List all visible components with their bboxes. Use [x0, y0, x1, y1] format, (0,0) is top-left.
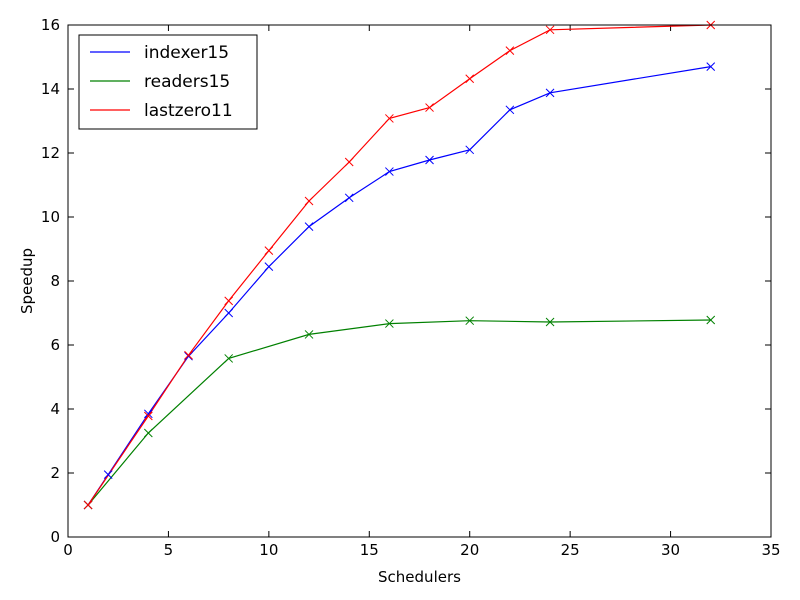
legend: indexer15 readers15 lastzero11 [78, 34, 258, 130]
data-point-lastzero11 [83, 500, 93, 510]
x-tick-label: 20 [460, 541, 479, 559]
series-line-readers15 [87, 319, 711, 506]
data-point-lastzero11 [304, 196, 314, 206]
data-point-indexer15 [425, 155, 434, 165]
data-point-readers15 [465, 316, 475, 326]
data-point-indexer15 [465, 145, 475, 155]
data-point-lastzero11 [264, 246, 274, 255]
series-markers [83, 20, 716, 510]
x-tick-label: 30 [661, 541, 680, 559]
data-point-readers15 [545, 317, 555, 327]
x-axis-label: Schedulers [378, 568, 461, 586]
y-axis-label: Speedup [18, 248, 36, 314]
plot-frame [67, 24, 772, 538]
y-tick-label: 14 [41, 80, 60, 98]
x-tick-label: 15 [360, 541, 379, 559]
y-tick-label: 12 [41, 144, 60, 162]
y-tick-label: 8 [50, 272, 60, 290]
data-point-lastzero11 [224, 296, 234, 306]
data-point-readers15 [224, 354, 234, 363]
y-tick-label: 4 [50, 400, 60, 418]
x-tick-label: 5 [164, 541, 174, 559]
legend-frame [78, 34, 258, 130]
data-point-indexer15 [706, 62, 716, 71]
data-point-indexer15 [143, 409, 153, 419]
data-point-lastzero11 [344, 157, 354, 167]
data-point-indexer15 [304, 222, 314, 231]
data-point-lastzero11 [505, 46, 515, 55]
data-point-indexer15 [385, 167, 394, 176]
legend-label-indexer15: indexer15 [144, 43, 229, 63]
data-point-indexer15 [505, 105, 515, 115]
y-tick-label: 16 [41, 16, 60, 34]
data-point-lastzero11 [545, 25, 555, 35]
data-point-indexer15 [103, 470, 113, 479]
data-point-indexer15 [224, 308, 234, 318]
x-tick-label: 35 [761, 541, 780, 559]
tick-labels: 0 5 10 15 20 25 30 35 0 2 4 6 8 10 12 14 16 [41, 16, 781, 559]
data-point-lastzero11 [425, 103, 434, 112]
data-point-readers15 [304, 330, 314, 339]
data-point-lastzero11 [184, 350, 193, 360]
x-tick-label: 10 [259, 541, 278, 559]
legend-label-lastzero11: lastzero11 [144, 101, 233, 121]
data-point-indexer15 [344, 193, 354, 203]
data-point-indexer15 [264, 262, 274, 271]
legend-label-readers15: readers15 [144, 72, 230, 92]
x-tick-label: 0 [63, 541, 73, 559]
data-point-indexer15 [545, 88, 555, 98]
y-tick-label: 2 [50, 464, 60, 482]
data-point-lastzero11 [385, 114, 394, 123]
x-tick-label: 25 [561, 541, 580, 559]
series-line-indexer15 [87, 66, 711, 506]
data-point-lastzero11 [143, 411, 153, 421]
y-tick-label: 6 [50, 336, 60, 354]
data-point-readers15 [706, 315, 716, 325]
data-point-readers15 [143, 428, 153, 438]
data-point-readers15 [385, 319, 394, 328]
y-tick-label: 0 [50, 528, 60, 546]
data-point-indexer15 [184, 351, 193, 361]
y-tick-label: 10 [41, 208, 60, 226]
data-point-lastzero11 [465, 74, 475, 84]
